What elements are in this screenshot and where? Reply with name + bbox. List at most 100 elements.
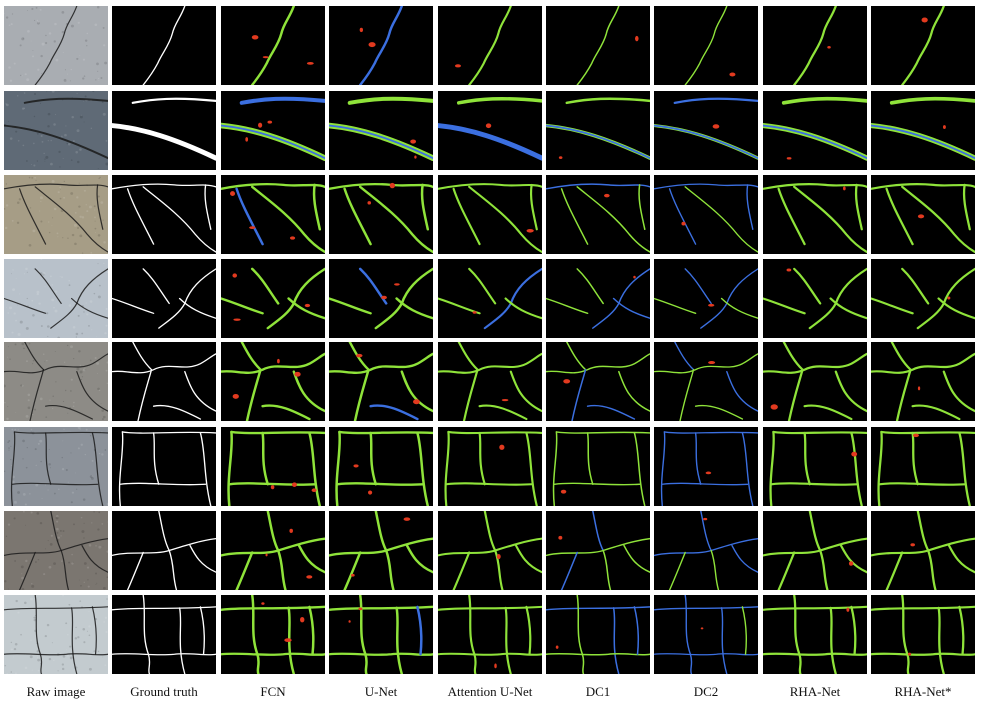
crack-line	[91, 432, 104, 506]
texture-speck	[91, 475, 94, 477]
prediction-rha-net-0	[763, 6, 867, 85]
true-positive-crack	[623, 544, 650, 573]
true-positive-crack	[478, 431, 486, 486]
false-positive-blob	[604, 193, 610, 198]
texture-speck	[35, 464, 37, 467]
true-positive-crack	[395, 606, 404, 674]
true-positive-crack	[763, 297, 806, 315]
texture-speck	[11, 220, 14, 222]
true-positive-crack	[343, 551, 362, 590]
texture-speck	[15, 672, 17, 674]
texture-speck	[79, 600, 82, 602]
mask-background	[654, 91, 758, 170]
texture-speck	[82, 498, 86, 501]
texture-speck	[81, 376, 84, 378]
texture-speck	[68, 284, 71, 287]
texture-speck	[26, 271, 28, 273]
texture-speck	[57, 488, 60, 491]
texture-speck	[104, 332, 107, 335]
texture-speck	[36, 160, 39, 162]
crack-mask	[142, 268, 170, 305]
true-positive-crack	[420, 183, 430, 231]
caption-8: RHA-Net*	[894, 684, 952, 699]
texture-speck	[35, 483, 39, 487]
texture-speck	[68, 304, 72, 307]
true-positive-crack	[329, 652, 433, 656]
texture-speck	[73, 401, 75, 404]
texture-speck	[69, 390, 72, 392]
false-positive-blob	[356, 353, 363, 358]
false-positive-blob	[558, 535, 563, 540]
texture-speck	[67, 143, 71, 146]
texture-speck	[15, 277, 17, 279]
texture-speck	[83, 581, 85, 583]
texture-speck	[10, 648, 14, 651]
mask-background	[871, 259, 975, 338]
false-negative-crack	[612, 297, 650, 319]
true-positive-crack	[230, 430, 325, 435]
true-positive-crack	[911, 431, 919, 486]
texture-speck	[104, 616, 108, 619]
prediction-dc2-4	[654, 342, 758, 421]
texture-speck	[91, 329, 93, 331]
texture-speck	[62, 51, 64, 54]
false-positive-blob	[348, 620, 351, 623]
false-positive-blob	[262, 56, 269, 59]
texture-speck	[82, 628, 86, 631]
crack-line	[18, 188, 47, 245]
texture-speck	[44, 158, 46, 160]
texture-speck	[12, 288, 16, 292]
prediction-u-net-1	[329, 91, 433, 170]
texture-speck	[61, 11, 65, 14]
texture-speck	[21, 342, 25, 346]
prediction-fcn-6	[221, 511, 325, 590]
false-negative-crack	[416, 605, 423, 656]
texture-speck	[43, 152, 45, 155]
texture-speck	[41, 498, 43, 500]
texture-speck	[98, 177, 100, 180]
texture-speck	[57, 336, 61, 338]
texture-speck	[33, 618, 37, 622]
false-negative-crack	[654, 653, 758, 656]
true-positive-crack	[638, 184, 646, 231]
texture-speck	[32, 55, 34, 58]
prediction-rha-net-7	[763, 595, 867, 674]
mask-background	[763, 511, 867, 590]
true-positive-crack	[781, 96, 867, 105]
texture-speck	[23, 37, 24, 39]
crack-line	[91, 606, 97, 655]
texture-speck	[74, 637, 78, 640]
texture-speck	[37, 558, 40, 561]
prediction-rha-net-4	[871, 342, 975, 421]
true-positive-crack	[452, 187, 481, 246]
texture-speck	[40, 54, 43, 58]
texture-speck	[76, 367, 80, 371]
false-negative-crack	[674, 342, 695, 371]
texture-speck	[50, 139, 52, 142]
texture-speck	[77, 636, 80, 639]
true-positive-crack	[793, 185, 867, 254]
texture-speck	[102, 415, 106, 419]
texture-speck	[24, 524, 26, 526]
texture-speck	[75, 150, 79, 154]
texture-speck	[93, 511, 95, 513]
texture-speck	[47, 140, 49, 142]
true-positive-crack	[901, 267, 930, 305]
false-positive-blob	[359, 27, 364, 33]
texture-speck	[53, 40, 56, 43]
true-positive-crack	[245, 368, 262, 421]
false-positive-blob	[499, 444, 505, 450]
texture-speck	[44, 634, 47, 638]
texture-speck	[26, 78, 30, 82]
false-positive-blob	[304, 303, 311, 308]
texture-speck	[40, 200, 42, 203]
crack-mask	[142, 6, 186, 85]
ground-truth-mask	[112, 175, 216, 254]
texture-speck	[28, 243, 32, 247]
texture-speck	[61, 276, 63, 279]
texture-speck	[59, 529, 62, 532]
texture-speck	[4, 580, 7, 583]
true-positive-crack	[261, 431, 270, 486]
texture-speck	[72, 405, 75, 408]
texture-speck	[62, 158, 64, 160]
